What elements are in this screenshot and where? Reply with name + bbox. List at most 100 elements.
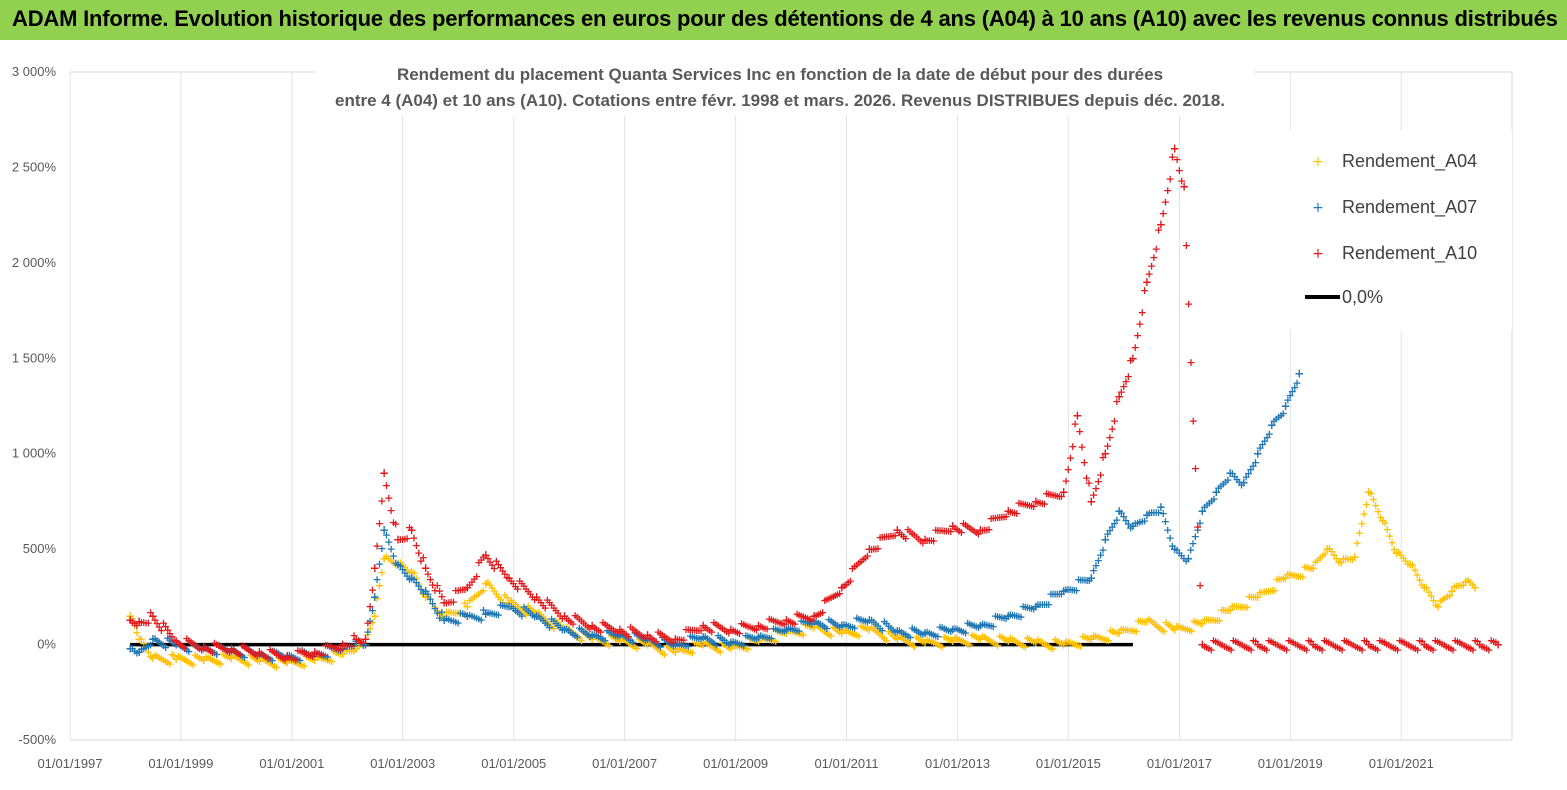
data-point: +: [460, 608, 469, 621]
data-point: +: [620, 630, 629, 643]
data-point: +: [1437, 637, 1446, 650]
data-point: +: [1070, 584, 1079, 597]
data-point: +: [1231, 635, 1240, 648]
data-point: +: [948, 634, 958, 648]
data-point: +: [850, 628, 859, 641]
data-point: +: [1195, 517, 1204, 530]
data-point: +: [134, 615, 144, 629]
data-point: +: [997, 611, 1006, 624]
data-point: +: [1353, 641, 1362, 654]
data-point: +: [442, 612, 451, 625]
data-point: +: [920, 626, 930, 640]
data-point: +: [1207, 495, 1216, 508]
data-point: +: [647, 632, 656, 645]
data-point: +: [1019, 639, 1028, 652]
data-point: +: [1391, 642, 1400, 655]
data-point: +: [400, 561, 409, 574]
data-point: +: [1186, 544, 1195, 557]
data-point: +: [278, 650, 287, 663]
data-point: +: [577, 634, 586, 647]
data-point: +: [1373, 643, 1382, 656]
data-point: +: [265, 652, 274, 665]
data-point: +: [176, 638, 185, 651]
data-point: +: [892, 624, 902, 638]
data-point: +: [515, 574, 524, 587]
data-point: +: [660, 633, 669, 646]
data-point: +: [630, 626, 639, 639]
data-point: +: [1157, 623, 1166, 636]
data-point: +: [534, 610, 543, 623]
data-point: +: [481, 607, 491, 621]
data-point: +: [1172, 619, 1181, 632]
data-point: +: [664, 636, 673, 649]
data-point: +: [125, 613, 135, 627]
data-point: +: [1038, 598, 1047, 611]
data-point: +: [1380, 516, 1389, 529]
data-point: +: [637, 631, 646, 644]
data-point: +: [1308, 638, 1318, 652]
data-point: +: [428, 597, 437, 610]
data-point: +: [781, 613, 791, 627]
data-point: +: [908, 527, 917, 540]
data-point: +: [711, 643, 720, 656]
data-point: +: [345, 640, 354, 653]
data-point: +: [507, 594, 516, 607]
data-point: +: [1080, 574, 1089, 587]
data-point: +: [1211, 485, 1221, 499]
data-point: +: [1114, 504, 1124, 518]
data-point: +: [389, 516, 398, 529]
data-point: +: [767, 613, 776, 626]
data-point: +: [400, 532, 409, 545]
data-point: +: [769, 622, 778, 635]
data-point: +: [216, 657, 225, 670]
data-point: +: [1065, 583, 1074, 596]
data-point: +: [647, 634, 656, 647]
data-point: +: [688, 630, 697, 643]
data-point: +: [257, 648, 266, 661]
data-point: +: [141, 641, 150, 654]
data-point: +: [987, 512, 996, 525]
data-point: +: [666, 638, 675, 651]
data-point: +: [807, 617, 816, 630]
data-point: +: [850, 622, 859, 635]
data-point: +: [403, 570, 412, 583]
data-point: +: [477, 613, 486, 626]
data-point: +: [472, 570, 481, 583]
data-point: +: [1422, 581, 1431, 594]
data-point: +: [1202, 613, 1211, 626]
data-point: +: [820, 594, 829, 607]
data-point: +: [617, 625, 626, 638]
data-point: +: [899, 633, 908, 646]
data-point: +: [297, 644, 306, 657]
data-point: +: [974, 621, 983, 634]
data-point: +: [596, 625, 605, 638]
data-point: +: [837, 618, 847, 632]
data-point: +: [528, 608, 537, 621]
data-point: +: [1105, 524, 1114, 537]
data-point: +: [1012, 635, 1021, 648]
data-point: +: [1399, 551, 1408, 564]
data-point: +: [641, 634, 650, 647]
data-point: +: [1234, 600, 1243, 613]
data-point: +: [1075, 425, 1084, 438]
data-point: +: [1266, 584, 1275, 597]
data-point: +: [1304, 561, 1313, 574]
data-point: +: [975, 632, 985, 646]
data-point: +: [643, 628, 653, 642]
data-point: +: [254, 654, 264, 668]
data-point: +: [391, 518, 400, 531]
data-point: +: [1268, 584, 1277, 597]
data-point: +: [1033, 496, 1042, 509]
data-point: +: [790, 623, 799, 636]
data-point: +: [1215, 614, 1224, 627]
data-point: +: [1046, 587, 1055, 600]
data-point: +: [681, 639, 690, 652]
data-point: +: [1333, 641, 1342, 654]
data-point: +: [654, 626, 663, 639]
data-point: +: [1061, 583, 1070, 596]
data-point: +: [649, 634, 658, 647]
data-point: +: [178, 641, 187, 654]
data-point: +: [991, 637, 1000, 650]
data-point: +: [430, 584, 439, 597]
data-point: +: [155, 620, 164, 633]
